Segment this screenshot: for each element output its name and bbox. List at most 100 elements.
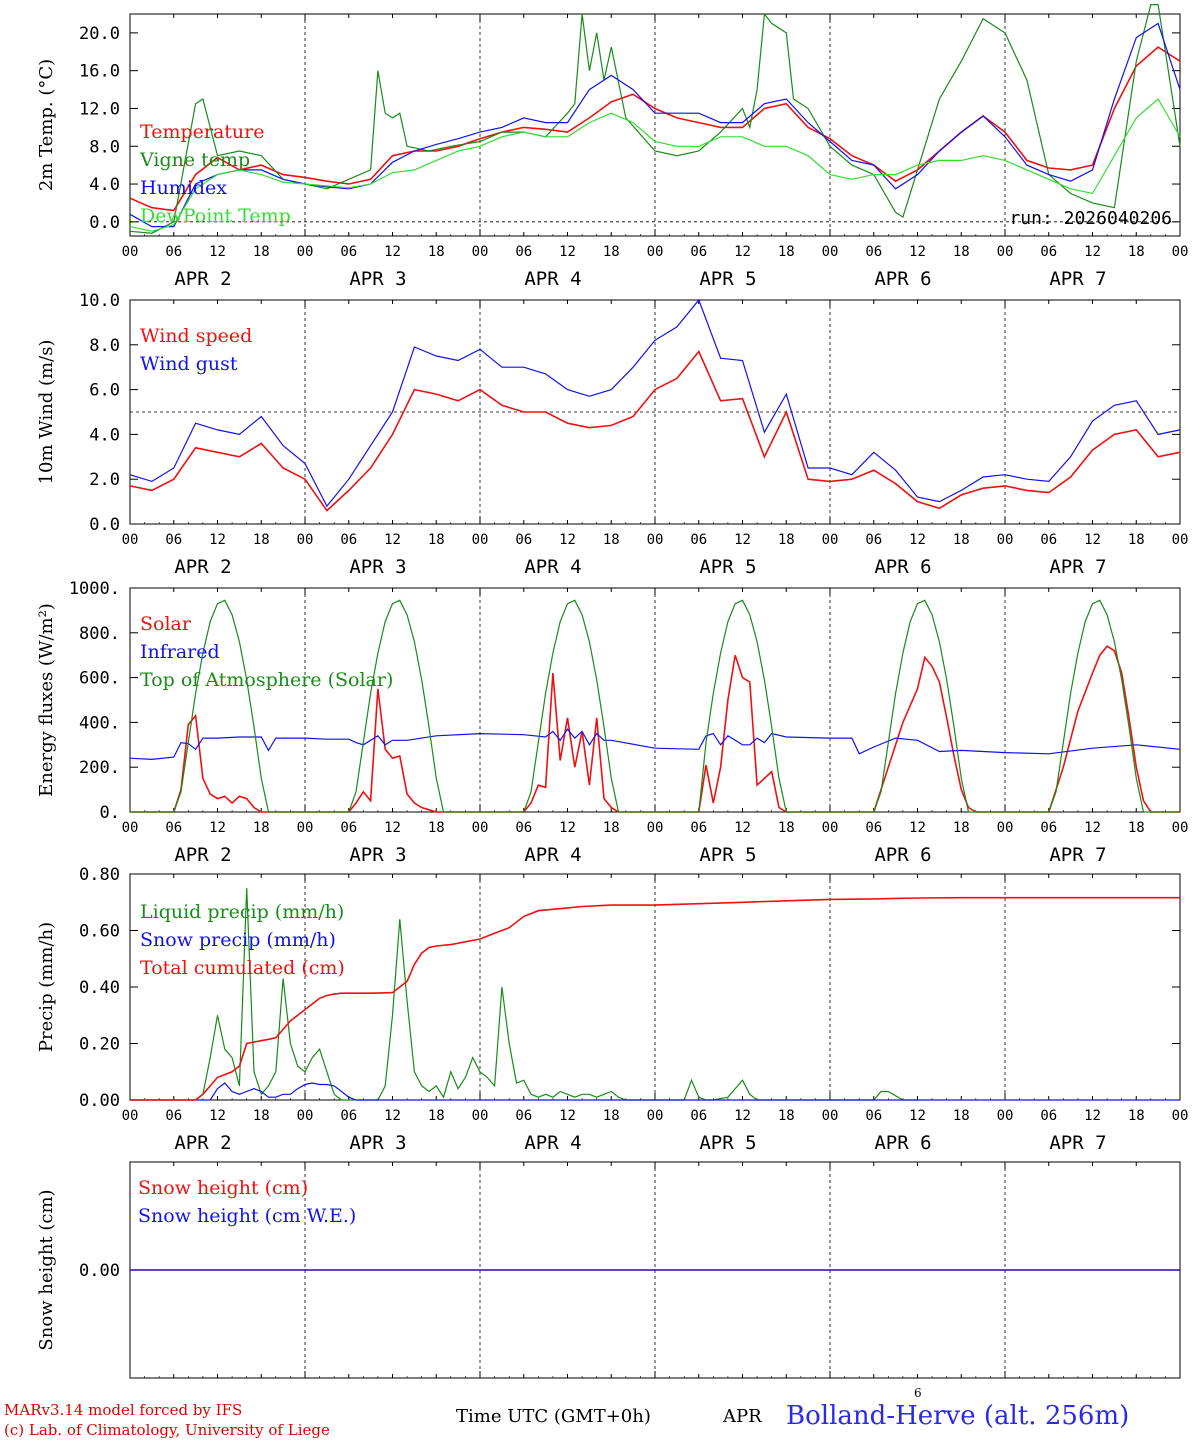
y-axis-label: 10m Wind (m/s)	[36, 340, 57, 485]
x-tick-label: 12	[559, 1108, 576, 1124]
x-tick-label: 12	[1084, 244, 1101, 260]
panel-5: 0.00 Snow height (cm) Snow height (cm) Snow…	[36, 1161, 1181, 1379]
x-tick-label: 06	[865, 1108, 882, 1124]
x-tick-label: 06	[165, 244, 182, 260]
day-label: APR 5	[699, 844, 756, 866]
x-tick-label: 06	[515, 244, 532, 260]
x-tick-label: 00	[822, 1108, 839, 1124]
y-tick-label: 0.60	[79, 922, 120, 942]
y-tick-label: 8.0	[89, 137, 120, 157]
legend-entry: Snow height (cm)	[138, 1177, 308, 1199]
day-label: APR 5	[699, 1132, 756, 1154]
x-tick-label: 18	[428, 532, 445, 548]
y-tick-label: 0.00	[79, 1261, 120, 1281]
x-tick-label: 12	[909, 1108, 926, 1124]
y-tick-label: 8.0	[89, 336, 120, 356]
legend-entry: Top of Atmosphere (Solar)	[140, 669, 393, 691]
y-tick-label: 10.0	[79, 291, 120, 311]
month-label: APR	[723, 1406, 762, 1427]
legend-entry: Snow precip (mm/h)	[140, 929, 336, 951]
x-tick-label: 12	[909, 532, 926, 548]
x-tick-label: 18	[953, 532, 970, 548]
x-tick-label: 18	[428, 244, 445, 260]
x-tick-label: 18	[253, 820, 270, 836]
x-tick-label: 00	[647, 820, 664, 836]
x-tick-label: 06	[865, 820, 882, 836]
x-tick-label: 06	[865, 244, 882, 260]
x-tick-label: 12	[384, 820, 401, 836]
day-label: APR 3	[349, 1132, 406, 1154]
y-tick-label: 16.0	[79, 62, 120, 82]
legend-entry: Humidex	[140, 177, 227, 199]
x-tick-label: 18	[603, 1108, 620, 1124]
day-label: APR 7	[1049, 1132, 1106, 1154]
x-tick-label: 06	[690, 244, 707, 260]
x-tick-label: 12	[209, 820, 226, 836]
y-tick-label: 4.0	[89, 175, 120, 195]
series-line-wind-gust	[129, 298, 1181, 508]
series-line-snow-precip-mm-h-	[130, 1082, 1180, 1101]
y-tick-label: 0.20	[79, 1035, 120, 1055]
y-tick-label: 600.	[79, 669, 120, 689]
x-tick-label: 00	[997, 1108, 1014, 1124]
day-label: APR 3	[349, 556, 406, 578]
x-tick-label: 18	[778, 244, 795, 260]
y-tick-label: 200.	[79, 758, 120, 778]
legend-entry: Total cumulated (cm)	[140, 957, 345, 979]
y-tick-label: 0.0	[89, 515, 120, 535]
legend-entry: Liquid precip (mm/h)	[140, 901, 344, 923]
x-tick-label: 12	[209, 1108, 226, 1124]
y-tick-label: 1000.	[69, 579, 120, 599]
x-tick-label: 18	[953, 1108, 970, 1124]
day-label: APR 3	[349, 268, 406, 290]
x-tick-label: 06	[340, 820, 357, 836]
y-axis-label: 2m Temp. (°C)	[36, 59, 57, 191]
small-label: 6	[914, 1386, 922, 1400]
x-tick-label: 00	[1172, 820, 1189, 836]
x-tick-label: 12	[1084, 532, 1101, 548]
x-tick-label: 00	[647, 1108, 664, 1124]
x-tick-label: 06	[690, 820, 707, 836]
x-tick-label: 18	[1128, 244, 1145, 260]
legend-entry: Wind speed	[140, 325, 252, 347]
day-label: APR 4	[524, 844, 581, 866]
y-axis-label: Energy fluxes (W/m²)	[36, 603, 57, 797]
x-tick-label: 06	[1040, 244, 1057, 260]
x-tick-label: 06	[340, 1108, 357, 1124]
panel-4: 00 06 12 18 00 06 12 18 00 06 12 18 00 06 12 18 00 06 12 18…	[36, 865, 1188, 1154]
day-label: APR 2	[174, 1132, 231, 1154]
x-tick-label: 06	[690, 532, 707, 548]
run-annotation: run: 2026040206	[1009, 208, 1172, 229]
y-tick-label: 0.40	[79, 978, 120, 998]
y-tick-label: 800.	[79, 624, 120, 644]
series-line-top-of-atmosphere-solar-	[130, 599, 1180, 813]
x-tick-label: 12	[734, 820, 751, 836]
station-title: Bolland-Herve (alt. 256m)	[786, 1401, 1130, 1431]
x-tick-label: 06	[165, 532, 182, 548]
x-tick-label: 06	[165, 820, 182, 836]
x-tick-label: 18	[1128, 820, 1145, 836]
x-tick-label: 00	[122, 820, 139, 836]
y-axis-label: Precip (mm/h)	[36, 922, 57, 1052]
x-tick-label: 18	[778, 820, 795, 836]
x-tick-label: 00	[472, 1108, 489, 1124]
series-line-wind-speed	[129, 349, 1181, 512]
x-tick-label: 06	[515, 820, 532, 836]
y-tick-label: 0.0	[89, 213, 120, 233]
series-line-temperature	[129, 46, 1181, 212]
x-tick-label: 12	[384, 244, 401, 260]
x-tick-label: 12	[384, 532, 401, 548]
y-tick-label: 12.0	[79, 99, 120, 119]
day-label: APR 4	[524, 268, 581, 290]
x-tick-label: 00	[1172, 244, 1189, 260]
series-line-vigne-temp	[129, 3, 1181, 234]
x-tick-label: 12	[1084, 1108, 1101, 1124]
x-tick-label: 18	[603, 820, 620, 836]
x-tick-label: 18	[603, 244, 620, 260]
x-tick-label: 12	[1084, 820, 1101, 836]
x-tick-label: 00	[472, 532, 489, 548]
day-label: APR 7	[1049, 556, 1106, 578]
legend-entry: Vigne temp	[139, 149, 250, 171]
x-tick-label: 06	[1040, 1108, 1057, 1124]
